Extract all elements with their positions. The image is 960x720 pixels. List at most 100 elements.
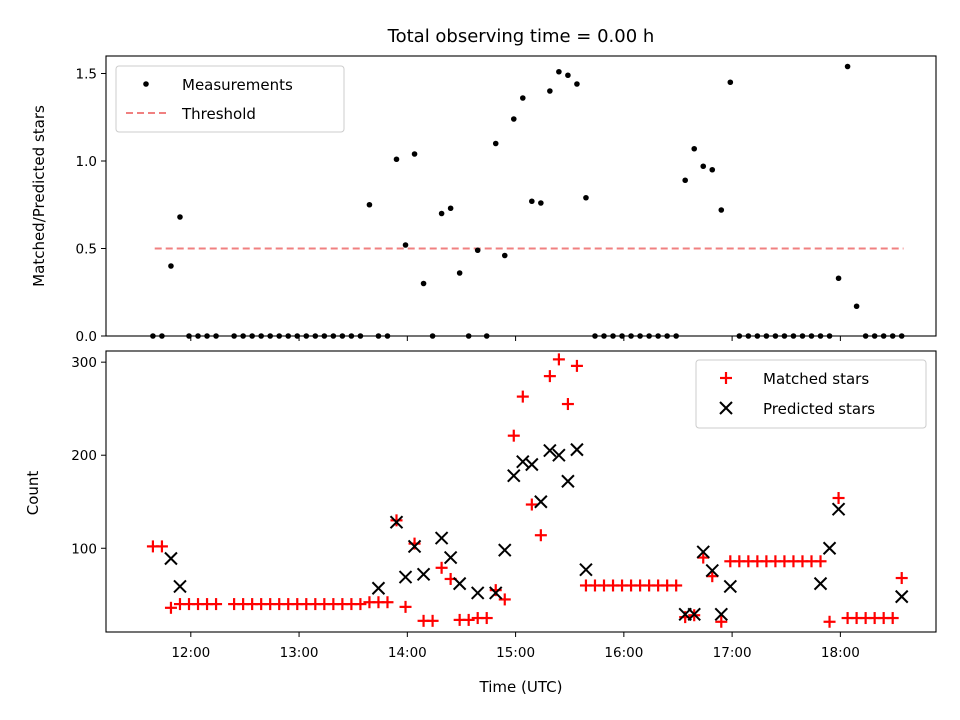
- predicted-star-point: [570, 442, 584, 457]
- matched-star-point: [823, 615, 836, 628]
- measurement-point: [168, 263, 174, 269]
- matched-star-point: [525, 498, 538, 511]
- measurement-point: [583, 194, 589, 201]
- predicted-star-point: [696, 545, 710, 559]
- legend-matched-marker: [720, 372, 732, 384]
- measurement-point: [574, 81, 580, 87]
- legend-threshold-label: Threshold: [181, 105, 256, 123]
- matched-star-point: [498, 593, 511, 606]
- measurement-point: [700, 163, 707, 170]
- matched-star-point: [886, 612, 899, 625]
- bottom-x-tick-label: 18:00: [821, 645, 860, 661]
- predicted-star-point: [164, 551, 178, 566]
- measurement-point: [538, 200, 544, 206]
- matched-star-point: [570, 359, 583, 372]
- matched-star-point: [814, 555, 827, 568]
- matched-star-point: [507, 429, 520, 442]
- bottom-x-tick-label: 17:00: [713, 645, 752, 661]
- matched-star-point: [480, 612, 493, 625]
- matched-star-point: [381, 596, 394, 609]
- measurement-point: [709, 166, 716, 173]
- bottom-x-tick-label: 15:00: [496, 645, 535, 661]
- top-legend: Measurements Threshold: [115, 65, 345, 133]
- predicted-star-point: [489, 586, 503, 600]
- matched-star-point: [426, 614, 439, 627]
- top-x-ticks: [190, 336, 841, 341]
- bottom-y-tick-label: 200: [71, 448, 97, 464]
- predicted-star-point: [543, 443, 557, 458]
- bottom-y-axis-label: Count: [24, 471, 42, 516]
- matched-star-point: [354, 598, 367, 611]
- legend-predicted-marker: [719, 401, 733, 415]
- top-y-tick-label: 0.0: [76, 329, 97, 345]
- bottom-y-tick-label: 300: [71, 355, 97, 371]
- top-y-ticks: 0.0 0.5 1.0 1.5: [76, 67, 106, 345]
- predicted-star-point: [579, 562, 593, 577]
- top-plot-frame: [105, 55, 937, 337]
- bottom-x-tick-label: 14:00: [388, 645, 427, 661]
- top-y-tick-label: 0.5: [76, 242, 97, 258]
- bottom-x-ticks: 12:00 13:00 14:00 15:00 16:00 17:00 18:00: [171, 632, 860, 661]
- measurement-point: [556, 68, 562, 75]
- matched-star-point: [164, 601, 177, 614]
- predicted-star-point: [470, 586, 485, 600]
- measurement-point: [411, 151, 418, 157]
- matched-star-point: [543, 370, 556, 383]
- measurement-point: [682, 177, 688, 184]
- bottom-y-tick-label: 100: [71, 541, 97, 557]
- predicted-star-point: [443, 550, 458, 565]
- predicted-star-point: [389, 515, 404, 529]
- measurement-point: [501, 252, 508, 259]
- legend-matched-label: Matched stars: [763, 370, 869, 388]
- bottom-y-ticks: 100 200 300: [71, 355, 106, 557]
- measurement-point: [393, 156, 400, 163]
- measurement-point: [691, 145, 698, 152]
- bottom-legend-box: [695, 359, 927, 429]
- predicted-star-point: [895, 589, 909, 604]
- matched-star-point: [697, 551, 710, 564]
- predicted-star-point: [371, 581, 386, 595]
- measurement-point: [474, 247, 481, 254]
- predicted-star-point: [452, 576, 467, 591]
- predicted-star-point: [822, 541, 837, 555]
- matched-star-point: [895, 572, 908, 585]
- predicted-star-point: [516, 455, 530, 469]
- measurement-point: [510, 116, 517, 122]
- bottom-panel: 100 200 300 12:00 13:00 14:00 15:00 16:00 17:00…: [24, 350, 937, 696]
- top-y-tick-label: 1.5: [76, 67, 97, 83]
- predicted-star-point: [687, 607, 701, 622]
- measurement-point: [529, 198, 535, 205]
- measurement-point: [835, 275, 842, 282]
- matched-star-point: [462, 613, 475, 626]
- matched-star-point: [390, 514, 403, 527]
- matched-star-point: [399, 600, 412, 613]
- matched-star-point: [670, 579, 683, 592]
- top-y-tick-label: 1.0: [76, 154, 97, 170]
- legend-measurements-label: Measurements: [182, 76, 293, 94]
- bottom-legend: Matched stars Predicted stars: [695, 359, 927, 429]
- predicted-star-point: [561, 474, 575, 488]
- matched-star-point: [706, 570, 719, 583]
- predicted-star-point: [507, 468, 521, 483]
- predicted-star-point: [552, 448, 566, 462]
- bottom-x-tick-label: 16:00: [604, 645, 643, 661]
- measurement-point: [853, 303, 860, 310]
- measurement-point: [547, 88, 553, 94]
- predicted-star-point: [534, 495, 548, 509]
- measurement-point: [456, 270, 463, 276]
- measurement-point: [420, 280, 427, 287]
- predicted-star-point: [416, 567, 431, 582]
- measurement-point: [565, 72, 571, 79]
- measurement-point: [727, 79, 734, 86]
- predicted-star-point: [831, 502, 846, 516]
- predicted-star-point: [705, 563, 719, 578]
- top-panel: 0.0 0.5 1.0 1.5 Matched/Predicted stars Mea…: [30, 55, 937, 345]
- legend-predicted-label: Predicted stars: [763, 400, 875, 418]
- predicted-star-point: [173, 579, 187, 594]
- measurement-point: [177, 214, 183, 220]
- bottom-x-tick-label: 12:00: [171, 645, 210, 661]
- predicted-star-point: [813, 576, 828, 591]
- measurement-point: [844, 63, 851, 70]
- legend-measurements-marker: [143, 81, 149, 87]
